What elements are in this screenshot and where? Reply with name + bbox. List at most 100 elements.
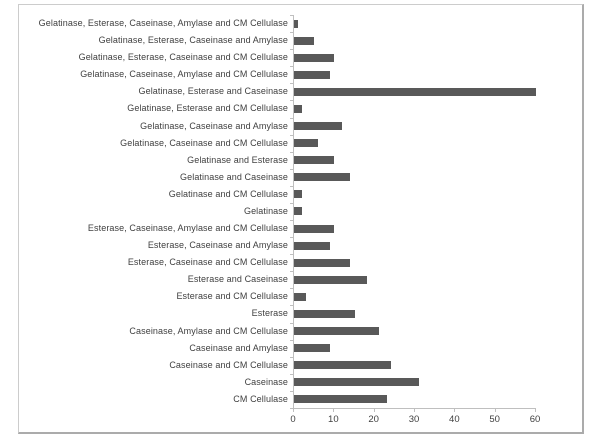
category-label: Gelatinase, Caseinase and Amylase [140, 120, 288, 131]
bar-row: Gelatinase and CM Cellulase [19, 186, 582, 203]
category-label: CM Cellulase [233, 393, 288, 404]
bar-row: Gelatinase, Esterase, Caseinase and CM C… [19, 49, 582, 66]
category-label: Gelatinase and CM Cellulase [168, 188, 288, 199]
bar-chart-plot-area: Gelatinase, Esterase, Caseinase, Amylase… [19, 5, 582, 432]
y-axis-tick [290, 49, 293, 51]
bar [294, 70, 330, 79]
bar [294, 104, 302, 113]
y-axis-tick [290, 134, 293, 136]
bar-row: Caseinase and Amylase [19, 340, 582, 357]
x-axis-tick-label: 60 [529, 414, 541, 425]
x-axis-tick-label: 20 [368, 414, 379, 425]
bar [294, 258, 350, 267]
x-axis-tick [293, 409, 294, 412]
category-label: Esterase, Caseinase and Amylase [147, 240, 288, 251]
y-axis-tick [290, 339, 293, 341]
category-label: Gelatinase, Esterase, Caseinase and CM C… [78, 52, 288, 63]
x-axis-tick [494, 409, 496, 412]
y-axis-tick [290, 117, 293, 119]
category-label: Gelatinase, Esterase, Caseinase, Amylase… [38, 18, 288, 28]
bar [294, 224, 334, 233]
bar [294, 378, 419, 387]
y-axis-tick [290, 66, 293, 68]
y-axis-tick [290, 32, 293, 34]
category-label: Gelatinase, Caseinase and CM Cellulase [120, 137, 288, 148]
bar-row: Gelatinase, Esterase and Caseinase [19, 83, 582, 100]
bar-row: Gelatinase, Esterase, Caseinase and Amyl… [19, 32, 582, 49]
x-axis-tick [373, 409, 375, 412]
bar [294, 139, 318, 148]
bar [294, 327, 379, 336]
bar [294, 361, 391, 370]
y-axis-tick [290, 305, 293, 307]
bar [294, 53, 334, 62]
bar-row: Gelatinase, Esterase and CM Cellulase [19, 100, 582, 117]
y-axis-tick [290, 373, 293, 375]
x-axis-tick [454, 409, 456, 412]
bar [294, 344, 330, 353]
bar-row: Gelatinase, Caseinase and Amylase [19, 118, 582, 135]
category-label: Esterase, Caseinase, Amylase and CM Cell… [87, 223, 288, 234]
bar-row: Caseinase, Amylase and CM Cellulase [19, 323, 582, 340]
bar [294, 156, 334, 165]
bar-row: Gelatinase, Caseinase, Amylase and CM Ce… [19, 66, 582, 83]
bar [294, 122, 342, 131]
bar [294, 292, 306, 301]
y-axis-tick [290, 271, 293, 273]
y-axis-tick [290, 100, 293, 102]
bar-row: Esterase, Caseinase and CM Cellulase [19, 254, 582, 271]
category-label: Caseinase and CM Cellulase [169, 359, 288, 370]
y-axis-tick [290, 390, 293, 392]
bar-row: Gelatinase [19, 203, 582, 220]
bar [294, 241, 330, 250]
x-axis-tick-label: 30 [408, 414, 420, 425]
category-label: Caseinase, Amylase and CM Cellulase [129, 325, 288, 336]
category-label: Caseinase [244, 376, 288, 387]
category-label: Caseinase and Amylase [189, 342, 288, 353]
bar-row: Esterase, Caseinase, Amylase and CM Cell… [19, 220, 582, 237]
chart-border-frame: Gelatinase, Esterase, Caseinase, Amylase… [18, 4, 584, 434]
y-axis-tick [290, 288, 293, 290]
bar [294, 173, 350, 182]
bar [294, 19, 298, 28]
bar-row: Gelatinase and Caseinase [19, 169, 582, 186]
x-axis-tick [333, 409, 335, 412]
bar-row: Gelatinase, Caseinase and CM Cellulase [19, 135, 582, 152]
bar-row: Gelatinase, Esterase, Caseinase, Amylase… [19, 15, 582, 32]
bar-row: Esterase, Caseinase and Amylase [19, 237, 582, 254]
category-label: Gelatinase and Esterase [187, 154, 288, 165]
bar-row: Caseinase and CM Cellulase [19, 357, 582, 374]
x-axis-tick-label: 10 [328, 414, 339, 425]
y-axis-tick [290, 408, 293, 409]
bar [294, 395, 387, 404]
bar-row: CM Cellulase [19, 391, 582, 408]
category-label: Gelatinase and Caseinase [180, 171, 288, 182]
bar [294, 190, 302, 199]
bar [294, 87, 536, 96]
y-axis-tick [290, 15, 293, 16]
category-label: Gelatinase, Esterase, Caseinase and Amyl… [98, 35, 288, 46]
x-axis-tick-label: 50 [489, 414, 500, 425]
bar-row: Gelatinase and Esterase [19, 152, 582, 169]
bar-row: Esterase and Caseinase [19, 271, 582, 288]
category-label: Gelatinase, Esterase and CM Cellulase [127, 103, 288, 114]
y-axis-tick [290, 168, 293, 170]
y-axis-tick [290, 322, 293, 324]
x-axis-tick-label: 0 [290, 414, 296, 425]
bar [294, 36, 314, 45]
category-label: Gelatinase [243, 205, 288, 216]
y-axis-tick [290, 83, 293, 85]
category-label: Esterase [251, 308, 288, 319]
bar [294, 207, 302, 216]
category-label: Esterase and Caseinase [187, 274, 288, 285]
x-axis-tick-label: 40 [449, 414, 460, 425]
category-label: Esterase and CM Cellulase [176, 291, 288, 302]
y-axis-tick [290, 356, 293, 358]
y-axis-tick [290, 220, 293, 222]
bar [294, 310, 355, 318]
bar [294, 275, 367, 284]
y-axis-tick [290, 254, 293, 256]
y-axis-line [293, 15, 294, 409]
x-axis-tick [414, 409, 415, 412]
x-axis-line [293, 408, 536, 409]
